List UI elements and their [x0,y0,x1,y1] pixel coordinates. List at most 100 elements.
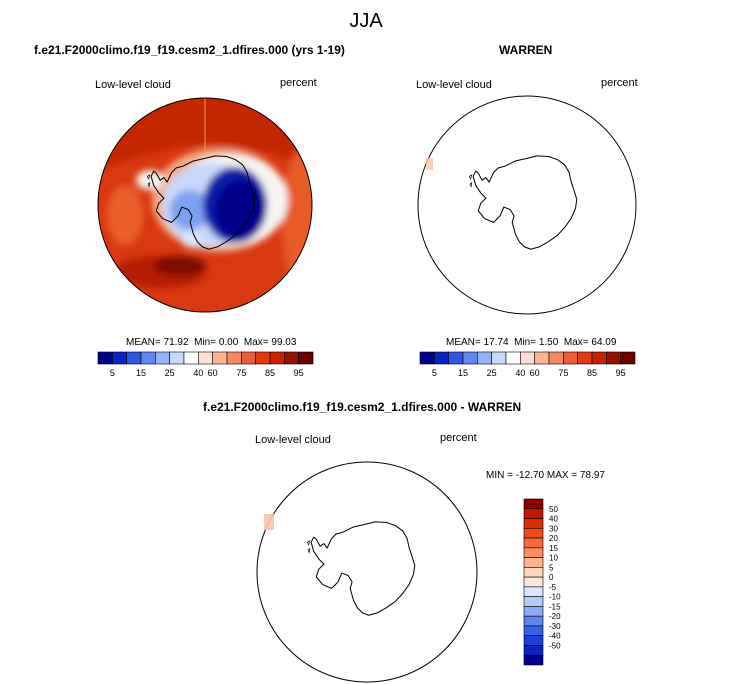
colorbar-tick-label: 15 [136,368,146,378]
colorbar-box [563,351,578,365]
mean-label: MEAN= [446,337,481,348]
colorbar-tick-label: -40 [549,632,561,641]
colorbar-box [523,557,544,568]
colorbar-box [523,625,544,637]
min-label: Min= [514,337,537,348]
colorbar-box [523,596,544,607]
colorbar-tick-label: 60 [530,368,540,378]
colorbar-box [419,351,435,365]
map-obs [417,95,637,315]
colorbar-tick-label: 75 [236,368,246,378]
colorbar-box [212,351,228,365]
colorbar-box [523,498,544,510]
colorbar-box [523,635,544,646]
variable-label-case: Low-level cloud [95,79,171,91]
colorbar-box [169,351,185,365]
units-label-case: percent [280,77,317,89]
colorbar-box [523,586,544,597]
min-value: 1.50 [538,337,559,348]
colorbar-box [298,351,314,365]
colorbar-box [523,537,544,549]
colorbar-box [97,351,113,365]
colorbar-box [523,645,544,656]
colorbar-box [523,567,544,578]
colorbar-box [505,351,521,365]
colorbar-tick-label: 95 [294,368,304,378]
colorbar-box [269,351,285,365]
colorbar-tick-label: 30 [549,524,558,533]
colorbar-tick-label: 20 [549,534,558,543]
colorbar-box [112,351,127,365]
panel-title-diff: f.e21.F2000climo.f19_f19.cesm2_1.dfires.… [203,400,522,414]
colorbar-tick-label: 15 [458,368,468,378]
colorbar-tick-label: 40 [193,368,203,378]
colorbar-box [477,351,492,365]
stats-obs: MEAN= 17.74 Min= 1.50 Max= 64.09 [446,337,616,348]
colorbar-box [523,527,544,539]
colorbar-tick-label: 85 [265,368,275,378]
min-label: Min= [194,337,217,348]
colorbar-box [523,518,544,529]
max-value: 64.09 [591,337,617,348]
colorbar-tick-label: 95 [616,368,626,378]
colorbar-box [534,351,550,365]
colorbar-tick-label: -10 [549,593,561,602]
colorbar-box [284,351,299,365]
colorbar-case: 5 15 25 40 60 75 85 95 [97,351,314,378]
colorbar-box [255,351,271,365]
units-label-diff: percent [440,432,477,444]
colorbar-box [434,351,449,365]
colorbar-box [155,351,170,365]
colorbar-box [140,351,156,365]
colorbar-tick-label: 75 [558,368,568,378]
colorbar-box [241,351,256,365]
map-diff [256,461,478,683]
colorbar-tick-label: -30 [549,622,561,631]
colorbar-tick-label: 40 [549,515,558,524]
variable-label-diff: Low-level cloud [255,434,331,446]
colorbar-box [577,351,593,365]
colorbar-box [523,606,544,617]
colorbar-box [548,351,564,365]
max-label: Max= [243,337,269,348]
mean-value: 17.74 [483,337,509,348]
main-title: JJA [349,10,383,32]
colorbar-tick-label: 60 [208,368,218,378]
colorbar-box [523,576,544,588]
colorbar-tick-label: 25 [165,368,175,378]
colorbar-tick-label: -15 [549,602,561,611]
colorbar-box [591,351,607,365]
diff-min-max: MIN = -12.70 MAX = 78.97 [486,470,605,481]
colorbar-tick-label: 85 [587,368,597,378]
colorbar-tick-label: 5 [110,368,115,378]
max-label: Max= [563,337,589,348]
colorbar-box [198,351,213,365]
colorbar-tick-label: 5 [432,368,437,378]
colorbar-tick-label: 15 [549,544,558,553]
colorbar-box [523,547,544,558]
colorbar-tick-label: -50 [549,641,561,650]
colorbar-tick-label: 10 [549,554,558,563]
colorbar-box [226,351,242,365]
colorbar-box [462,351,478,365]
colorbar-box [183,351,199,365]
mean-label: MEAN= [126,337,161,348]
colorbar-box [523,654,544,666]
colorbar-box [126,351,142,365]
colorbar-tick-label: -20 [549,612,561,621]
colorbar-tick-label: -5 [549,583,557,592]
panel-title-case: f.e21.F2000climo.f19_f19.cesm2_1.dfires.… [34,43,345,57]
max-value: 99.03 [271,337,297,348]
mean-value: 71.92 [163,337,189,348]
variable-label-obs: Low-level cloud [416,79,492,91]
colorbar-tick-label: 50 [549,505,558,514]
map-case [97,97,313,313]
units-label-obs: percent [601,77,638,89]
panel-title-obs: WARREN [499,43,553,57]
colorbar-box [606,351,621,365]
min-value: 0.00 [218,337,239,348]
colorbar-box [520,351,535,365]
stats-case: MEAN= 71.92 Min= 0.00 Max= 99.03 [126,337,296,348]
